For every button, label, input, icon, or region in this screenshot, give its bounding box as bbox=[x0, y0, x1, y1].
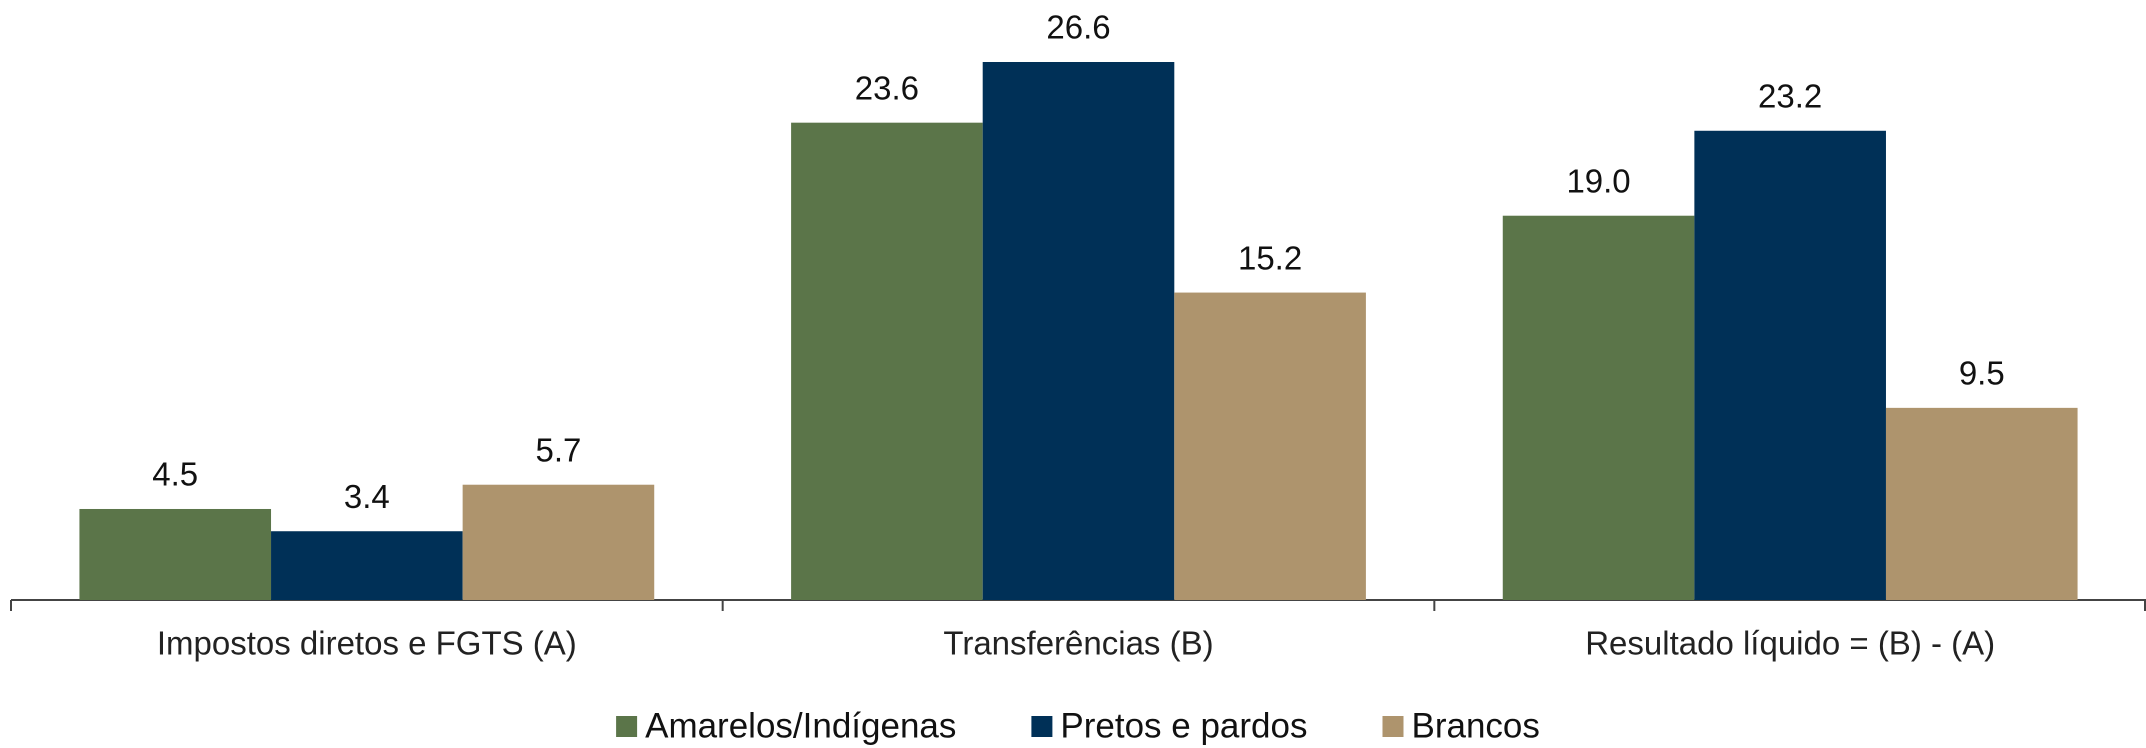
legend-label: Pretos e pardos bbox=[1060, 706, 1307, 745]
data-label: 4.5 bbox=[152, 456, 198, 493]
bar bbox=[79, 508, 272, 600]
x-tick-label: Impostos diretos e FGTS (A) bbox=[157, 625, 577, 662]
data-label: 19.0 bbox=[1566, 162, 1630, 199]
bar bbox=[271, 531, 463, 600]
bar bbox=[462, 484, 655, 600]
legend-swatch bbox=[1031, 716, 1053, 737]
legend-swatch bbox=[1382, 716, 1404, 737]
legend-label: Brancos bbox=[1411, 706, 1539, 745]
bar bbox=[791, 122, 983, 600]
legend-label: Amarelos/Indígenas bbox=[645, 706, 956, 745]
bar bbox=[1174, 292, 1366, 600]
bar bbox=[1694, 130, 1886, 601]
data-label: 3.4 bbox=[344, 478, 390, 515]
x-tick-label: Transferências (B) bbox=[943, 625, 1213, 662]
data-label: 23.6 bbox=[855, 69, 919, 106]
legend-swatch bbox=[616, 716, 638, 737]
data-label: 23.2 bbox=[1758, 77, 1822, 114]
bar bbox=[1502, 215, 1695, 600]
bar bbox=[1885, 407, 2078, 600]
data-label: 9.5 bbox=[1959, 355, 2005, 392]
x-tick-label: Resultado líquido = (B) - (A) bbox=[1585, 625, 1995, 662]
bar bbox=[982, 62, 1175, 600]
data-label: 15.2 bbox=[1238, 239, 1302, 276]
data-label: 26.6 bbox=[1046, 9, 1110, 46]
data-label: 5.7 bbox=[535, 431, 581, 468]
